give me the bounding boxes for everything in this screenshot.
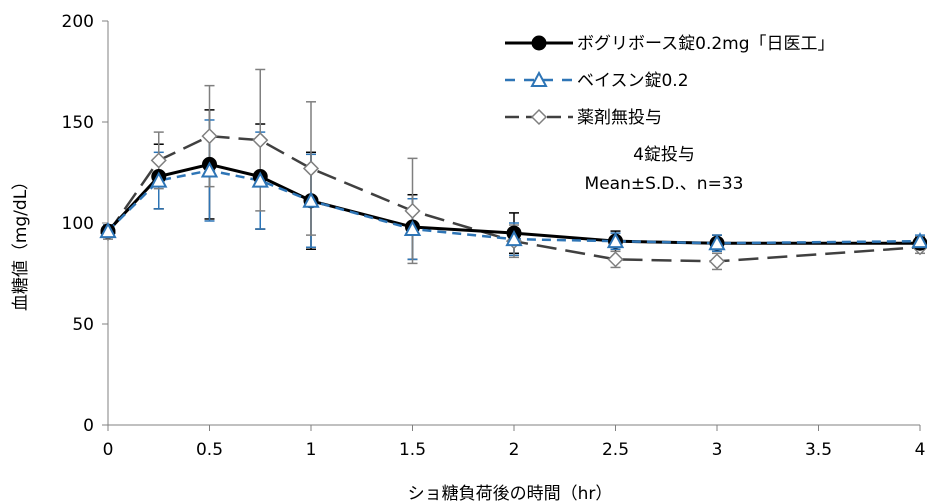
x-tick-label: 3.5 <box>805 440 832 460</box>
data-point <box>606 232 625 249</box>
data-point <box>708 234 726 251</box>
data-point <box>911 232 927 249</box>
series-line <box>106 134 921 263</box>
y-tick-label: 150 <box>62 113 94 133</box>
legend-marker <box>531 35 547 51</box>
data-point <box>200 161 219 178</box>
data-point <box>505 230 523 247</box>
data-point <box>607 251 624 268</box>
x-tick-label: 1.5 <box>399 440 426 460</box>
legend-item: ボグリボース錠0.2mg「日医工」 <box>505 34 835 54</box>
data-point <box>150 171 168 188</box>
annotation-stats: Mean±S.D.、n=33 <box>585 174 744 194</box>
data-point <box>302 160 320 177</box>
series-lines <box>106 134 921 263</box>
y-tick-label: 50 <box>72 315 94 335</box>
data-point <box>99 221 117 239</box>
series-markers <box>99 128 927 270</box>
x-tick-label: 4 <box>915 440 926 460</box>
data-point <box>251 171 269 188</box>
y-tick-label: 100 <box>62 214 94 234</box>
y-tick-label: 0 <box>83 416 94 436</box>
x-tick-label: 1 <box>306 440 317 460</box>
x-tick-label: 3 <box>712 440 723 460</box>
legend-item: ベイスン錠0.2 <box>505 70 689 91</box>
data-point <box>403 219 422 237</box>
x-tick-label: 0 <box>103 440 114 460</box>
legend-label: 薬剤無投与 <box>577 108 662 128</box>
data-point <box>252 132 269 149</box>
x-tick-label: 2.5 <box>602 440 629 460</box>
y-axis-title: 血糖値（mg/dL） <box>11 173 31 311</box>
legend-marker <box>530 70 548 87</box>
annotation: 4錠投与 Mean±S.D.、n=33 <box>585 145 744 194</box>
data-point <box>150 152 167 169</box>
x-axis-title: ショ糖負荷後の時間（hr） <box>408 484 613 504</box>
data-point <box>404 202 421 219</box>
data-point <box>201 128 218 145</box>
axes: 0 50 100 150 200 0 0.5 1 1.5 2 2.5 3 3.5 4 <box>62 12 926 460</box>
x-tick-label: 0.5 <box>196 440 223 460</box>
y-tick-label: 200 <box>62 12 94 32</box>
legend-marker <box>530 108 548 126</box>
legend-label: ボグリボース錠0.2mg「日医工」 <box>577 34 835 54</box>
series-line <box>107 169 921 245</box>
data-point <box>302 191 320 208</box>
x-tick-label: 2 <box>509 440 520 460</box>
legend-label: ベイスン錠0.2 <box>577 71 689 91</box>
legend: ボグリボース錠0.2mg「日医工」ベイスン錠0.2 薬剤無投与 <box>505 34 835 128</box>
annotation-dose: 4錠投与 <box>633 145 695 165</box>
data-point <box>708 253 726 270</box>
legend-item: 薬剤無投与 <box>505 108 662 128</box>
